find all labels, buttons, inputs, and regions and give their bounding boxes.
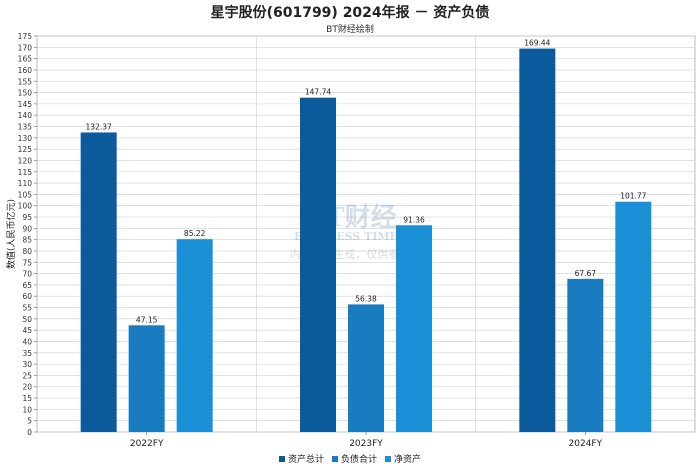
x-tick-label: 2023FY	[349, 439, 383, 449]
data-label: 147.74	[305, 88, 331, 97]
y-tick-label: 155	[18, 77, 33, 86]
data-label: 91.36	[403, 215, 425, 224]
y-tick-label: 110	[18, 179, 33, 188]
y-tick-label: 55	[22, 304, 32, 313]
y-tick-label: 160	[18, 66, 33, 75]
y-tick-label: 145	[18, 100, 33, 109]
y-tick-label: 100	[18, 202, 33, 211]
y-tick-label: 165	[18, 55, 33, 64]
chart-title: 星宇股份(601799) 2024年报 － 资产负债	[210, 5, 490, 21]
y-tick-label: 85	[22, 236, 32, 245]
bar	[300, 97, 336, 432]
bar	[519, 48, 556, 433]
x-tick-label: 2024FY	[569, 439, 603, 449]
bar	[567, 278, 604, 432]
y-tick-label: 0	[27, 428, 32, 437]
data-label: 132.37	[86, 122, 112, 131]
y-tick-label: 65	[22, 281, 32, 290]
data-label: 47.15	[136, 315, 158, 324]
chart-subtitle: BT财经绘制	[326, 25, 374, 35]
data-label: 169.44	[524, 39, 550, 48]
y-tick-label: 40	[22, 337, 32, 346]
y-tick-label: 120	[18, 156, 33, 165]
y-tick-label: 135	[18, 123, 33, 132]
data-label: 85.22	[184, 229, 206, 238]
y-tick-label: 15	[22, 394, 32, 403]
y-tick-label: 70	[22, 270, 32, 279]
bar	[348, 304, 384, 432]
data-label: 67.67	[575, 269, 597, 278]
data-label: 56.38	[355, 294, 377, 303]
y-tick-label: 75	[22, 258, 32, 267]
legend-item-assets[interactable]: 资产总计	[278, 452, 324, 465]
bar	[615, 201, 652, 432]
data-label: 101.77	[620, 192, 646, 201]
bar	[176, 239, 213, 432]
y-tick-label: 105	[18, 190, 33, 199]
y-tick-label: 30	[22, 360, 32, 369]
y-tick-label: 90	[22, 224, 32, 233]
legend-swatch-liabilities	[331, 455, 338, 462]
y-tick-label: 10	[22, 405, 32, 414]
y-tick-label: 45	[22, 326, 32, 335]
y-tick-label: 175	[18, 32, 33, 41]
x-tick-label: 2022FY	[130, 439, 164, 449]
legend-label-assets: 资产总计	[287, 455, 324, 465]
bar	[80, 132, 117, 432]
y-tick-label: 50	[22, 315, 32, 324]
legend-swatch-net-assets	[385, 455, 391, 462]
y-tick-label: 25	[22, 371, 32, 380]
y-tick-label: 5	[27, 417, 32, 426]
y-tick-label: 115	[18, 168, 33, 177]
legend-swatch-assets	[278, 455, 285, 462]
y-tick-label: 150	[18, 89, 33, 98]
y-tick-label: 130	[18, 134, 33, 143]
y-tick-label: 35	[22, 349, 32, 358]
legend-item-liabilities[interactable]: 负债合计	[331, 452, 377, 465]
y-tick-label: 60	[22, 292, 32, 301]
y-axis-label: 数值(人民币亿元)	[5, 199, 17, 269]
legend: 资产总计 负债合计 净资产	[0, 452, 700, 465]
y-tick-label: 80	[22, 247, 32, 256]
legend-label-liabilities: 负债合计	[340, 455, 377, 465]
y-tick-label: 125	[18, 145, 33, 154]
legend-item-net-assets[interactable]: 净资产	[385, 452, 421, 465]
y-tick-label: 170	[18, 43, 33, 52]
bar	[128, 325, 165, 432]
y-tick-label: 20	[22, 383, 32, 392]
y-tick-label: 140	[18, 111, 33, 120]
bar	[396, 225, 432, 432]
y-tick-label: 95	[22, 213, 32, 222]
legend-label-net-assets: 净资产	[394, 455, 422, 465]
